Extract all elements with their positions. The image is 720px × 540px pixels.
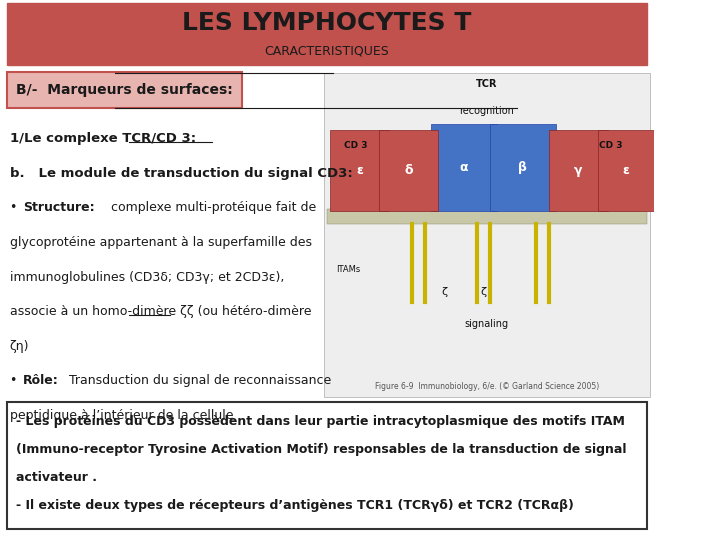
- FancyBboxPatch shape: [330, 130, 389, 211]
- Text: γ: γ: [574, 164, 582, 177]
- Text: LES LYMPHOCYTES T: LES LYMPHOCYTES T: [182, 11, 472, 35]
- Text: CD 3: CD 3: [344, 141, 368, 150]
- Text: complexe multi-protéique fait de: complexe multi-protéique fait de: [107, 201, 316, 214]
- Text: ITAMs: ITAMs: [336, 266, 361, 274]
- Text: ζ: ζ: [441, 287, 447, 296]
- FancyBboxPatch shape: [549, 130, 608, 211]
- FancyBboxPatch shape: [431, 124, 497, 211]
- Text: signaling: signaling: [465, 319, 509, 329]
- Text: •: •: [10, 374, 21, 387]
- Text: CD 3: CD 3: [599, 141, 623, 150]
- Text: associe à un homo-dimère ζζ (ou hétéro-dimère: associe à un homo-dimère ζζ (ou hétéro-d…: [10, 305, 311, 318]
- Text: recognition: recognition: [459, 106, 514, 116]
- FancyBboxPatch shape: [490, 124, 556, 211]
- Text: Structure:: Structure:: [23, 201, 95, 214]
- Text: glycoprotéine appartenant à la superfamille des: glycoprotéine appartenant à la superfami…: [10, 236, 312, 249]
- Text: CARACTERISTIQUES: CARACTERISTIQUES: [264, 45, 389, 58]
- Text: Transduction du signal de reconnaissance: Transduction du signal de reconnaissance: [65, 374, 331, 387]
- Text: - Les protéines du CD3 possèdent dans leur partie intracytoplasmique des motifs : - Les protéines du CD3 possèdent dans le…: [17, 415, 625, 428]
- FancyBboxPatch shape: [323, 73, 650, 397]
- FancyBboxPatch shape: [6, 3, 647, 65]
- Text: •: •: [10, 201, 21, 214]
- FancyBboxPatch shape: [6, 402, 647, 529]
- Text: - Il existe deux types de récepteurs d’antigènes TCR1 (TCRγδ) et TCR2 (TCRαβ): - Il existe deux types de récepteurs d’a…: [17, 499, 575, 512]
- Text: peptidique à l’intérieur de la cellule: peptidique à l’intérieur de la cellule: [10, 409, 233, 422]
- FancyBboxPatch shape: [6, 72, 242, 108]
- Text: (Immuno-receptor Tyrosine Activation Motif) responsables de la transduction de s: (Immuno-receptor Tyrosine Activation Mot…: [17, 443, 627, 456]
- Text: ε: ε: [622, 164, 629, 177]
- Text: ε: ε: [356, 164, 363, 177]
- Text: ζη): ζη): [10, 340, 30, 353]
- FancyBboxPatch shape: [598, 130, 654, 211]
- Text: B/-  Marqueurs de surfaces:: B/- Marqueurs de surfaces:: [17, 83, 233, 97]
- Text: Figure 6-9  Immunobiology, 6/e. (© Garland Science 2005): Figure 6-9 Immunobiology, 6/e. (© Garlan…: [375, 382, 599, 390]
- Text: ζ: ζ: [480, 287, 487, 296]
- FancyBboxPatch shape: [327, 209, 647, 224]
- FancyBboxPatch shape: [379, 130, 438, 211]
- Text: β: β: [518, 161, 527, 174]
- Text: 1/Le complexe TCR/CD 3:: 1/Le complexe TCR/CD 3:: [10, 132, 196, 145]
- Text: immunoglobulines (CD3δ; CD3γ; et 2CD3ε),: immunoglobulines (CD3δ; CD3γ; et 2CD3ε),: [10, 271, 284, 284]
- Text: δ: δ: [404, 164, 413, 177]
- Text: TCR: TCR: [476, 79, 498, 89]
- Text: activateur .: activateur .: [17, 471, 97, 484]
- Text: α: α: [459, 161, 468, 174]
- Text: Rôle:: Rôle:: [23, 374, 59, 387]
- Text: b.   Le module de transduction du signal CD3:: b. Le module de transduction du signal C…: [10, 167, 353, 180]
